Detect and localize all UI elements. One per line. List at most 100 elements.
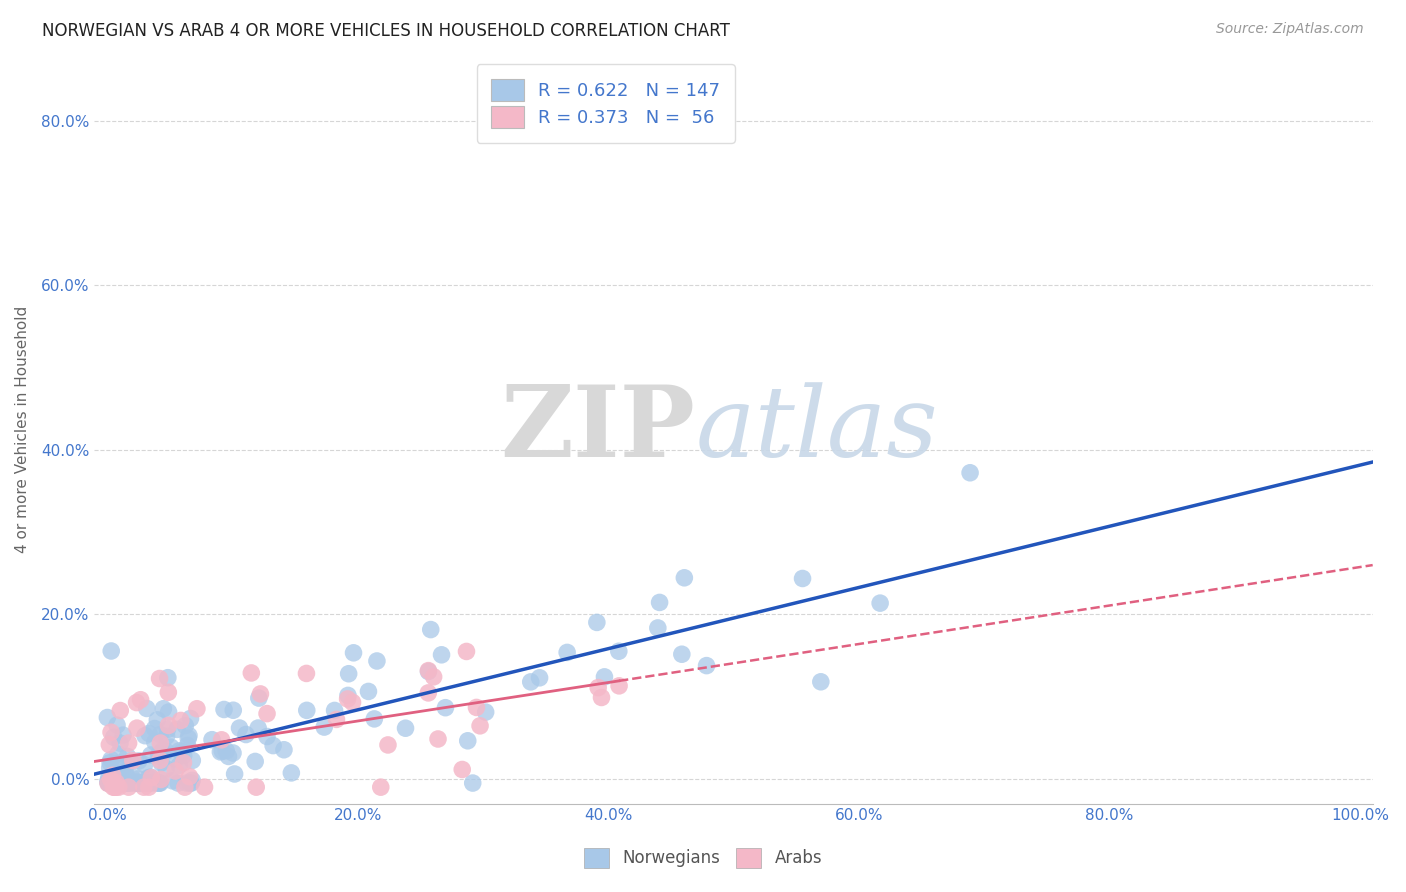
- Point: [121, 754, 143, 768]
- Point: [336, 692, 359, 706]
- Point: [165, 764, 187, 778]
- Y-axis label: 4 or more Vehicles in Household: 4 or more Vehicles in Household: [15, 306, 30, 553]
- Point: [418, 665, 440, 679]
- Legend: Norwegians, Arabs: Norwegians, Arabs: [576, 841, 830, 875]
- Point: [179, 770, 201, 784]
- Point: [128, 754, 150, 768]
- Point: [586, 615, 609, 630]
- Point: [98, 776, 121, 790]
- Point: [792, 572, 814, 586]
- Point: [98, 756, 121, 770]
- Point: [249, 687, 271, 701]
- Point: [370, 780, 392, 794]
- Point: [108, 736, 131, 750]
- Point: [149, 772, 172, 787]
- Point: [107, 776, 129, 790]
- Point: [108, 756, 131, 771]
- Point: [129, 776, 152, 790]
- Point: [96, 710, 118, 724]
- Point: [115, 776, 138, 790]
- Point: [125, 775, 148, 789]
- Point: [342, 646, 364, 660]
- Point: [325, 712, 347, 726]
- Point: [146, 713, 169, 727]
- Point: [157, 705, 180, 719]
- Point: [101, 768, 124, 782]
- Point: [148, 749, 170, 764]
- Point: [97, 774, 120, 789]
- Point: [105, 776, 128, 790]
- Point: [215, 744, 238, 758]
- Point: [262, 739, 284, 753]
- Point: [245, 755, 267, 769]
- Point: [98, 761, 121, 775]
- Text: Source: ZipAtlas.com: Source: ZipAtlas.com: [1216, 22, 1364, 37]
- Point: [218, 749, 240, 764]
- Point: [869, 596, 891, 610]
- Point: [209, 745, 232, 759]
- Point: [97, 776, 120, 790]
- Point: [280, 765, 302, 780]
- Point: [228, 721, 250, 735]
- Point: [186, 702, 208, 716]
- Point: [104, 780, 127, 794]
- Point: [155, 762, 177, 776]
- Point: [247, 691, 270, 706]
- Point: [673, 571, 696, 585]
- Text: ZIP: ZIP: [501, 381, 695, 478]
- Point: [125, 696, 148, 710]
- Point: [377, 738, 399, 752]
- Point: [101, 780, 124, 794]
- Point: [165, 752, 187, 766]
- Point: [222, 703, 245, 717]
- Point: [141, 771, 163, 785]
- Point: [107, 747, 129, 761]
- Point: [555, 645, 578, 659]
- Point: [104, 780, 127, 794]
- Point: [104, 780, 127, 794]
- Point: [117, 776, 139, 790]
- Point: [474, 705, 496, 719]
- Legend: R = 0.622   N = 147, R = 0.373   N =  56: R = 0.622 N = 147, R = 0.373 N = 56: [477, 64, 735, 143]
- Point: [134, 776, 156, 790]
- Point: [115, 776, 138, 790]
- Point: [174, 718, 197, 732]
- Point: [314, 720, 336, 734]
- Point: [419, 623, 441, 637]
- Point: [176, 739, 198, 753]
- Point: [139, 776, 162, 790]
- Point: [181, 773, 204, 788]
- Point: [134, 757, 156, 772]
- Point: [160, 740, 183, 755]
- Point: [810, 674, 832, 689]
- Point: [167, 758, 190, 772]
- Point: [97, 776, 120, 790]
- Point: [148, 776, 170, 790]
- Point: [363, 712, 385, 726]
- Point: [149, 736, 172, 750]
- Point: [138, 771, 160, 785]
- Point: [138, 776, 160, 790]
- Point: [157, 718, 180, 732]
- Point: [418, 686, 440, 700]
- Point: [143, 722, 166, 736]
- Point: [145, 776, 167, 790]
- Point: [148, 747, 170, 761]
- Point: [461, 776, 484, 790]
- Point: [134, 729, 156, 743]
- Point: [156, 671, 179, 685]
- Point: [97, 771, 120, 785]
- Point: [177, 729, 200, 743]
- Point: [148, 672, 170, 686]
- Point: [129, 692, 152, 706]
- Point: [112, 728, 135, 742]
- Point: [105, 767, 128, 781]
- Point: [97, 776, 120, 790]
- Point: [418, 664, 440, 678]
- Point: [152, 702, 174, 716]
- Point: [366, 654, 388, 668]
- Point: [671, 647, 693, 661]
- Point: [105, 776, 128, 790]
- Point: [143, 735, 166, 749]
- Point: [212, 702, 235, 716]
